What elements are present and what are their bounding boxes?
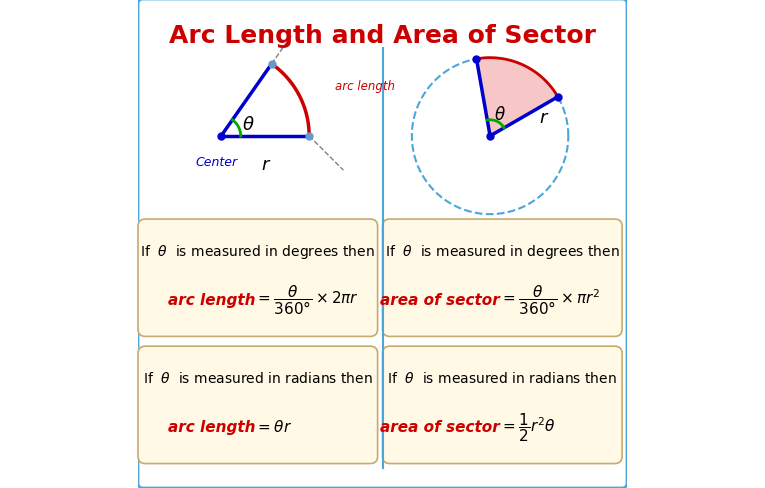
Text: $=\dfrac{\theta}{360°}\times \pi r^2$: $=\dfrac{\theta}{360°}\times \pi r^2$ [500, 283, 600, 317]
Text: area of sector: area of sector [380, 419, 500, 434]
FancyBboxPatch shape [382, 346, 622, 464]
Text: r: r [262, 156, 269, 174]
Text: If  $\theta$  is measured in degrees then: If $\theta$ is measured in degrees then [385, 243, 620, 260]
Text: $=\dfrac{\theta}{360°}\times 2\pi r$: $=\dfrac{\theta}{360°}\times 2\pi r$ [256, 283, 360, 317]
Text: $\theta$: $\theta$ [494, 105, 506, 123]
Polygon shape [477, 59, 558, 137]
Text: arc length: arc length [335, 80, 395, 93]
FancyBboxPatch shape [138, 220, 378, 337]
Text: r: r [539, 109, 547, 127]
Text: If  $\theta$  is measured in degrees then: If $\theta$ is measured in degrees then [141, 243, 375, 260]
FancyBboxPatch shape [138, 0, 627, 488]
Text: If  $\theta$  is measured in radians then: If $\theta$ is measured in radians then [143, 371, 373, 386]
Text: arc length: arc length [168, 419, 256, 434]
FancyBboxPatch shape [382, 220, 622, 337]
Text: $= \theta r$: $= \theta r$ [256, 419, 292, 434]
Text: $\theta$: $\theta$ [242, 116, 254, 133]
Text: Center: Center [195, 156, 237, 169]
Text: Arc Length and Area of Sector: Arc Length and Area of Sector [169, 24, 596, 48]
Text: $=\dfrac{1}{2}r^2\theta$: $=\dfrac{1}{2}r^2\theta$ [500, 410, 555, 443]
FancyBboxPatch shape [138, 346, 378, 464]
Text: area of sector: area of sector [380, 292, 500, 307]
Text: If  $\theta$  is measured in radians then: If $\theta$ is measured in radians then [387, 371, 617, 386]
Text: arc length: arc length [168, 292, 256, 307]
